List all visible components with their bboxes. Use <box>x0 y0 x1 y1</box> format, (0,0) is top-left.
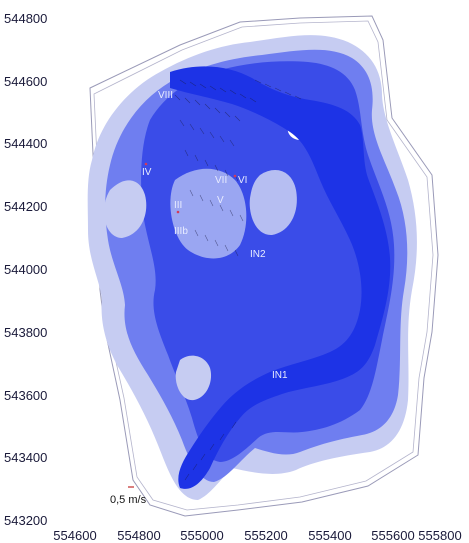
model-domain-boundary <box>89 15 439 517</box>
y-tick-label: 543600 <box>4 388 47 403</box>
site-label-in2: IN2 <box>250 249 266 260</box>
site-marker <box>176 210 180 214</box>
site-label-in1: IN1 <box>272 370 288 381</box>
shallow-patch <box>175 355 212 401</box>
site-label-vii: VII <box>215 175 227 186</box>
shallow-patch <box>170 168 247 259</box>
x-tick-label: 554600 <box>53 528 96 543</box>
x-axis: 554600 554800 555000 555200 555400 55560… <box>53 528 461 543</box>
y-tick-label: 544600 <box>4 74 47 89</box>
velocity-vectors <box>174 79 302 481</box>
x-tick-label: 555400 <box>308 528 351 543</box>
velocity-scale: 0,5 m/s <box>110 486 147 506</box>
main-channel <box>170 66 391 489</box>
y-tick-label: 544400 <box>4 136 47 151</box>
site-label-iii: III <box>174 200 182 211</box>
shallow-patch <box>249 170 297 236</box>
y-tick-label: 543400 <box>4 450 47 465</box>
site-label-v: V <box>217 195 224 206</box>
x-tick-label: 555200 <box>244 528 287 543</box>
shallow-patch <box>103 180 147 238</box>
x-tick-label: 554800 <box>117 528 160 543</box>
site-label-iv: IV <box>142 167 152 178</box>
site-markers <box>144 162 237 214</box>
x-tick-label: 555000 <box>180 528 223 543</box>
site-label-iiib: IIIb <box>174 226 188 237</box>
y-axis: 544800 544600 544400 544200 544000 54380… <box>4 11 47 528</box>
y-tick-label: 544800 <box>4 11 47 26</box>
velocity-scale-label: 0,5 m/s <box>110 494 147 506</box>
x-tick-label: 555600 <box>371 528 414 543</box>
y-tick-label: 543800 <box>4 325 47 340</box>
site-marker <box>144 162 148 166</box>
site-label-viii: VIII <box>158 90 173 101</box>
site-marker <box>233 174 237 178</box>
site-labels: VIII IV VII VI III V IIIb IN2 IN1 <box>142 90 288 381</box>
x-tick-label: 555800 <box>418 528 461 543</box>
y-tick-label: 544200 <box>4 199 47 214</box>
y-tick-label: 544000 <box>4 262 47 277</box>
site-label-vi: VI <box>238 175 247 186</box>
model-domain-boundary-inner <box>93 20 434 511</box>
y-tick-label: 543200 <box>4 513 47 528</box>
